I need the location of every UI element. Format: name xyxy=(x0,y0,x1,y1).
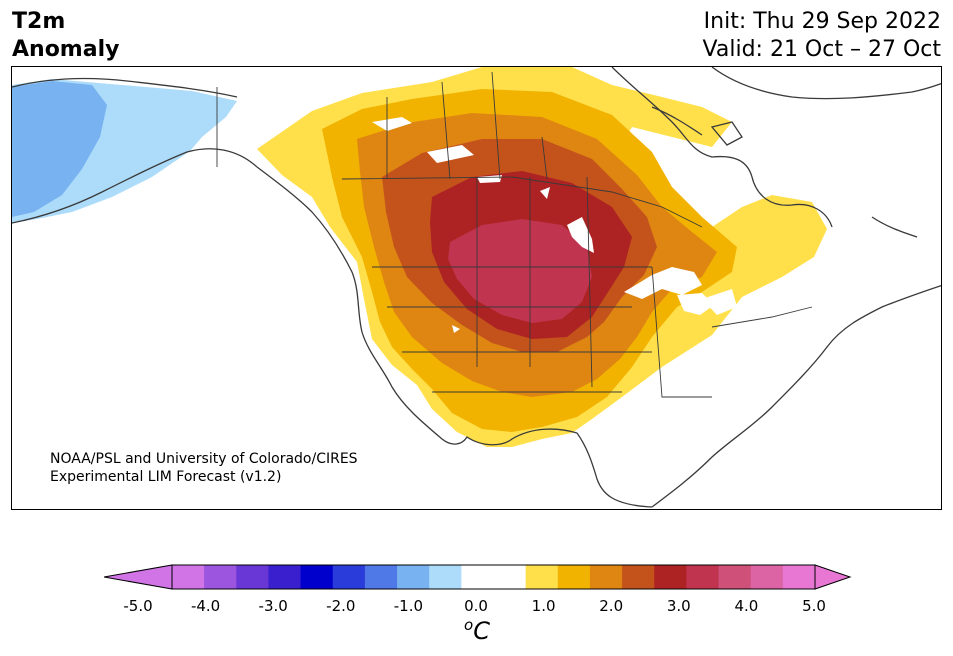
colorbar-cell xyxy=(557,565,591,589)
colorbar-cell xyxy=(493,565,527,589)
colorbar-tick-label: -3.0 xyxy=(258,597,288,615)
colorbar-cell xyxy=(718,565,752,589)
colorbar-cell xyxy=(589,565,623,589)
colorbar-tick-label: -1.0 xyxy=(393,597,424,615)
map-title: T2m Anomaly xyxy=(12,8,119,64)
border-lines xyxy=(216,71,813,398)
credit-line-1: NOAA/PSL and University of Colorado/CIRE… xyxy=(50,451,358,467)
anomaly-label: Anomaly xyxy=(12,37,120,62)
colorbar-tick-label: 3.0 xyxy=(666,597,691,615)
colorbar-cell xyxy=(364,565,398,589)
valid-dates: Valid: 21 Oct – 27 Oct xyxy=(702,37,941,62)
colorbar-cell xyxy=(654,565,687,589)
anomaly-map: NOAA/PSL and University of Colorado/CIRE… xyxy=(11,66,942,510)
colorbar-tick-label: 4.0 xyxy=(734,597,759,615)
colorbar-cell xyxy=(300,565,334,589)
colorbar-low-extend xyxy=(104,564,173,590)
colorbar-cell xyxy=(525,565,559,589)
degree-symbol: o xyxy=(464,616,474,634)
colorbar-tick-label: 1.0 xyxy=(531,597,556,615)
units-label: oC xyxy=(464,616,490,645)
colorbar-cell xyxy=(397,565,430,589)
coastline-lines xyxy=(12,67,941,508)
colorbar-high-extend xyxy=(814,564,852,590)
colorbar-cell xyxy=(461,565,494,589)
colorbar-cell xyxy=(236,565,269,589)
colorbar-cell xyxy=(782,565,816,589)
great-lakes-icon xyxy=(624,267,737,315)
colorbar-cell xyxy=(686,565,720,589)
colorbar-cells xyxy=(172,565,816,589)
init-date: Init: Thu 29 Sep 2022 xyxy=(703,9,941,34)
credit-line-2: Experimental LIM Forecast (v1.2) xyxy=(50,469,282,485)
colorbar-tick-label: 0.0 xyxy=(464,597,488,615)
colorbar-cell xyxy=(268,565,302,589)
credit-text: NOAA/PSL and University of Colorado/CIRE… xyxy=(50,450,358,486)
colorbar-cell xyxy=(429,565,462,589)
colorbar-frame xyxy=(171,564,816,590)
colorbar-cell xyxy=(332,565,366,589)
colorbar-cell xyxy=(172,565,205,589)
colorbar-tick-label: -5.0 xyxy=(123,597,153,615)
cool-anomaly-mid xyxy=(12,81,107,217)
colorbar-tick-label: -4.0 xyxy=(190,597,221,615)
unit-letter: C xyxy=(473,617,490,645)
forecast-dates: Init: Thu 29 Sep 2022 Valid: 21 Oct – 27… xyxy=(703,8,941,64)
colorbar-cell xyxy=(204,565,237,589)
colorbar-cell xyxy=(750,565,784,589)
colorbar xyxy=(104,564,852,590)
variable-label: T2m xyxy=(12,9,66,34)
colorbar-cell xyxy=(622,565,655,589)
warm-anomaly-3.0 xyxy=(448,219,592,323)
colorbar-tick-label: 2.0 xyxy=(599,597,624,615)
map-canvas xyxy=(12,67,941,508)
colorbar-tick-label: 5.0 xyxy=(802,597,826,615)
colorbar-tick-label: -2.0 xyxy=(326,597,356,615)
